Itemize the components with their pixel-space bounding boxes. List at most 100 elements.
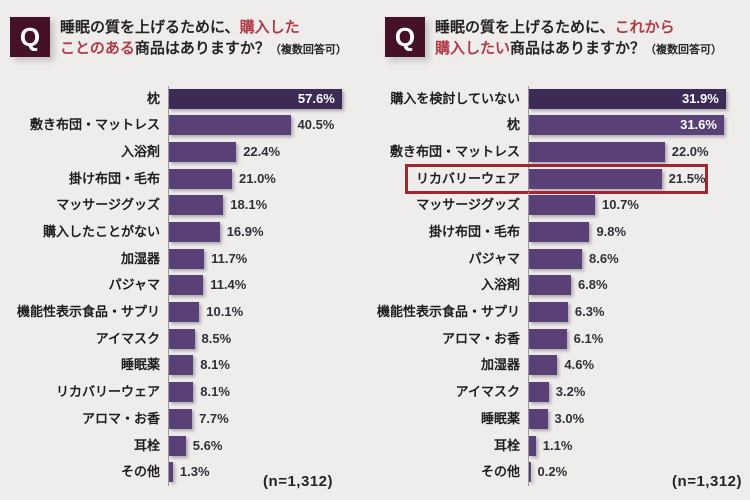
bar-track: 3.2% <box>528 379 750 406</box>
bar-track: 6.8% <box>528 272 750 300</box>
question-title-line: 睡眠の質を上げるために、購入した <box>60 17 347 38</box>
question-title: 睡眠の質を上げるために、購入した ことのある商品はありますか？（複数回答可） <box>60 17 347 60</box>
chart-row: マッサージグッズ 10.7% <box>375 192 750 220</box>
value-label: 3.2% <box>555 384 586 400</box>
bar-track: 8.1% <box>168 379 375 406</box>
value-label: 8.1% <box>200 357 230 373</box>
question-header: Q 睡眠の質を上げるために、購入した ことのある商品はありますか？（複数回答可） <box>0 0 375 60</box>
bar-track: 8.6% <box>528 245 750 273</box>
chart-row: 入浴剤 6.8% <box>375 272 750 300</box>
bar-track: 31.6% <box>528 112 750 139</box>
category-label: 入浴剤 <box>120 143 160 159</box>
bar <box>169 168 232 189</box>
chart-row: マッサージグッズ 18.1% <box>0 192 375 220</box>
value-label: 9.8% <box>596 224 627 240</box>
chart-row: 購入したことがない 16.9% <box>0 219 375 246</box>
chart-row: リカバリーウェア 8.1% <box>0 379 375 406</box>
bar <box>529 248 583 269</box>
bar: 31.6% <box>529 115 724 136</box>
bar-track: 11.4% <box>168 272 375 300</box>
bar-track: 3.0% <box>528 405 750 433</box>
bar <box>169 408 193 429</box>
value-label: 10.7% <box>602 197 639 213</box>
category-label: 掛け布団・毛布 <box>428 224 520 240</box>
q-badge: Q <box>385 17 425 57</box>
bar-track: 31.9% <box>528 85 750 113</box>
multi-answer-note: （複数回答可） <box>269 44 347 57</box>
question-emphasis-text: 購入した <box>239 19 300 36</box>
value-label: 11.7% <box>211 250 248 266</box>
chart-row: アロマ・お香 7.7% <box>0 405 375 433</box>
bar-track: 57.6% <box>168 85 375 113</box>
chart-row: アイマスク 3.2% <box>375 379 750 406</box>
sample-size-label: (n=1,312) <box>672 473 742 490</box>
bar <box>169 462 173 483</box>
bar <box>529 435 536 456</box>
question-title-line: 購入したい商品はありますか？（複数回答可） <box>435 38 722 59</box>
bar: 57.6% <box>169 88 342 109</box>
chart-row: その他 0.2% <box>375 459 750 486</box>
bar <box>529 328 567 349</box>
chart-row: パジャマ 11.4% <box>0 272 375 300</box>
bar-track: 1.3% <box>168 459 375 486</box>
category-label: 掛け布団・毛布 <box>68 170 160 186</box>
bar-track: 9.8% <box>528 219 750 246</box>
value-label: 1.3% <box>179 464 210 480</box>
chart-row: 掛け布団・毛布 9.8% <box>375 219 750 246</box>
q-badge: Q <box>10 17 50 57</box>
value-label: 6.1% <box>573 330 604 346</box>
bar-track: 21.5% <box>528 165 750 193</box>
category-label: 購入を検討していない <box>390 90 520 106</box>
chart-row: その他 1.3% <box>0 459 375 486</box>
bar <box>169 328 195 349</box>
category-label: アロマ・お香 <box>441 330 520 346</box>
question-text: 睡眠の質を上げるために、 <box>60 19 240 36</box>
question-header: Q 睡眠の質を上げるために、これから購入したい商品はありますか？（複数回答可） <box>375 0 750 60</box>
question-emphasis-text: ことのある <box>60 40 135 58</box>
bar-track: 16.9% <box>168 219 375 246</box>
question-text: 睡眠の質を上げるために、 <box>435 19 615 36</box>
category-label: 耳栓 <box>493 437 520 453</box>
chart-row: 睡眠薬 3.0% <box>375 405 750 433</box>
value-label: 22.0% <box>671 143 709 159</box>
question-emphasis-text: 購入したい <box>435 40 511 58</box>
value-label: 0.2% <box>537 464 568 480</box>
category-label: アイマスク <box>455 384 520 400</box>
bar-rows: 購入を検討していない 31.9% 枕 31.6% 敷き布団・マットレス 22.0% リカバリ… <box>375 85 750 486</box>
category-label: その他 <box>480 464 520 480</box>
bar-track: 8.1% <box>168 352 375 380</box>
bar <box>529 222 590 243</box>
category-label: 入浴剤 <box>480 277 520 293</box>
bar <box>169 435 186 456</box>
chart-row: 機能性表示食品・サプリ 6.3% <box>375 299 750 326</box>
question-text: 商品はありますか？ <box>134 40 270 58</box>
value-label: 1.1% <box>542 437 573 453</box>
bar <box>529 141 665 162</box>
value-label: 6.3% <box>574 304 605 320</box>
value-label: 18.1% <box>230 197 268 213</box>
category-label: リカバリーウェア <box>415 170 520 186</box>
chart-row: 敷き布団・マットレス 40.5% <box>0 112 375 139</box>
bar <box>529 302 568 323</box>
category-label: パジャマ <box>468 250 520 266</box>
bar-rows: 枕 57.6% 敷き布団・マットレス 40.5% 入浴剤 22.4% 掛け布団・毛布 21.0… <box>0 85 375 486</box>
bar-track: 22.4% <box>168 138 375 166</box>
chart-row: 耳栓 1.1% <box>375 432 750 460</box>
category-label: 敷き布団・マットレス <box>389 143 520 159</box>
bar-track: 8.5% <box>168 325 375 353</box>
bar <box>169 355 194 376</box>
bar <box>169 141 237 162</box>
chart-row: 睡眠薬 8.1% <box>0 352 375 380</box>
bar <box>529 382 549 403</box>
chart-row-highlighted: リカバリーウェア 21.5% <box>375 163 750 195</box>
question-emphasis-text: これから <box>614 19 675 36</box>
chart-row: パジャマ 8.6% <box>375 245 750 273</box>
value-label: 40.5% <box>297 117 335 133</box>
chart-row: 入浴剤 22.4% <box>0 138 375 166</box>
category-label: マッサージグッズ <box>56 197 160 213</box>
bar <box>169 222 220 243</box>
category-label: パジャマ <box>108 277 160 293</box>
bar-track: 22.0% <box>528 138 750 166</box>
bar-track: 7.7% <box>168 405 375 433</box>
bar-track: 4.6% <box>528 352 750 380</box>
